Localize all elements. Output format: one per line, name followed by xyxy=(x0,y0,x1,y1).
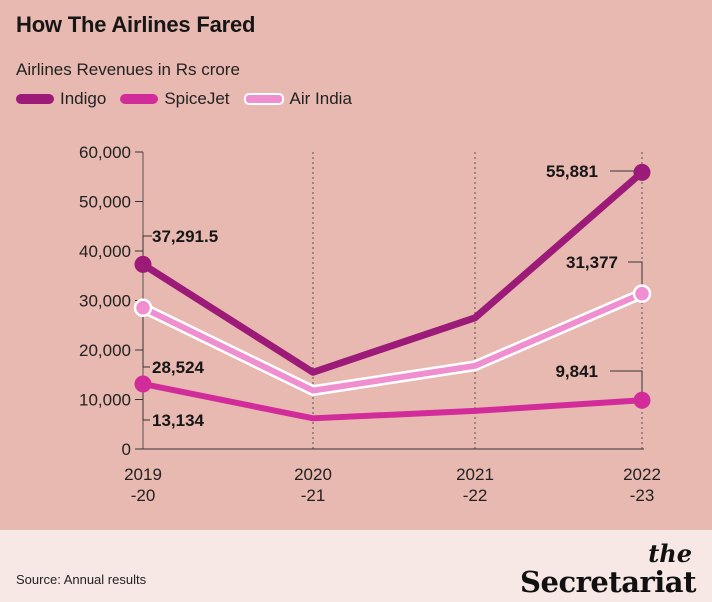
series-lines xyxy=(140,169,645,422)
brand-name: Secretariat xyxy=(520,565,696,599)
marker-spicejet-0 xyxy=(134,375,152,393)
y-tick-label-4: 40,000 xyxy=(79,242,131,261)
series-line-spicejet xyxy=(142,381,643,422)
marker-indigo-0 xyxy=(134,255,152,273)
data-label-indigo-3: 55,881 xyxy=(546,162,598,181)
label-connector-2-3 xyxy=(628,261,643,294)
y-tick-label-3: 30,000 xyxy=(79,292,131,311)
x-tick-label-3: 2022 -23 xyxy=(623,465,661,505)
data-label-spicejet-0: 13,134 xyxy=(152,411,205,430)
y-tick-label-6: 60,000 xyxy=(79,143,131,162)
label-connector-0-0 xyxy=(142,235,152,265)
series-line-indigo xyxy=(141,169,645,376)
x-tick-label-line: 2020 xyxy=(294,465,332,484)
legend: Indigo SpiceJet Air India xyxy=(16,89,366,109)
x-tick-label-line: -21 xyxy=(301,486,326,505)
series-markers xyxy=(133,163,652,409)
y-tick-label-1: 10,000 xyxy=(79,391,131,410)
x-tick-label-line: 2019 xyxy=(124,465,162,484)
legend-item-indigo: Indigo xyxy=(16,89,106,109)
label-connector-1-0 xyxy=(142,384,150,421)
label-connector-2-0 xyxy=(142,309,150,368)
legend-label-air-india: Air India xyxy=(289,89,352,108)
y-tick-label-2: 20,000 xyxy=(79,341,131,360)
legend-item-spicejet: SpiceJet xyxy=(120,89,230,109)
x-tick-label-line: -20 xyxy=(131,486,156,505)
x-tick-label-0: 2019 -20 xyxy=(124,465,162,505)
label-connectors xyxy=(142,170,643,421)
legend-swatch-indigo xyxy=(16,94,54,104)
brand-prefix: the xyxy=(648,539,692,568)
x-tick-label-line: 2022 xyxy=(623,465,661,484)
x-axis: 2019 -20 2020 -21 2021 -22 2022 -23 xyxy=(124,465,661,505)
marker-air-india-3 xyxy=(632,284,652,303)
chart-subtitle: Airlines Revenues in Rs crore xyxy=(16,60,240,79)
source-note: Source: Annual results xyxy=(16,572,147,587)
series-line-air-india xyxy=(141,290,644,394)
legend-label-spicejet: SpiceJet xyxy=(164,89,230,108)
x-tick-label-1: 2020 -21 xyxy=(294,465,332,505)
y-tick-label-5: 50,000 xyxy=(79,193,131,212)
marker-air-india-0 xyxy=(133,298,153,318)
data-label-air-india-0: 28,524 xyxy=(152,358,205,377)
data-labels: 37,291.5 55,881 13,134 9,841 28,524 31,377 xyxy=(152,162,618,430)
chart-title: How The Airlines Fared xyxy=(16,12,256,37)
legend-label-indigo: Indigo xyxy=(60,89,107,108)
legend-item-air-india: Air India xyxy=(243,89,352,109)
marker-indigo-3 xyxy=(633,163,651,181)
data-label-spicejet-3: 9,841 xyxy=(555,362,598,381)
x-tick-label-line: -22 xyxy=(463,486,488,505)
x-tick-label-line: -23 xyxy=(630,486,655,505)
brand-logo: the Secretariat xyxy=(520,542,696,597)
legend-swatch-spicejet xyxy=(120,94,159,104)
legend-swatch-air-india xyxy=(243,93,284,105)
marker-spicejet-3 xyxy=(633,391,651,409)
data-label-indigo-0: 37,291.5 xyxy=(152,227,218,246)
y-tick-label-0: 0 xyxy=(122,440,131,459)
footer: Source: Annual results the Secretariat xyxy=(0,530,712,602)
x-tick-label-line: 2021 xyxy=(456,465,494,484)
data-label-air-india-3: 31,377 xyxy=(566,253,618,272)
label-connector-1-3 xyxy=(610,370,643,400)
x-tick-label-2: 2021 -22 xyxy=(456,465,494,505)
line-chart: 0 10,000 20,000 30,000 40,000 50,000 60,000 20… xyxy=(79,143,661,505)
